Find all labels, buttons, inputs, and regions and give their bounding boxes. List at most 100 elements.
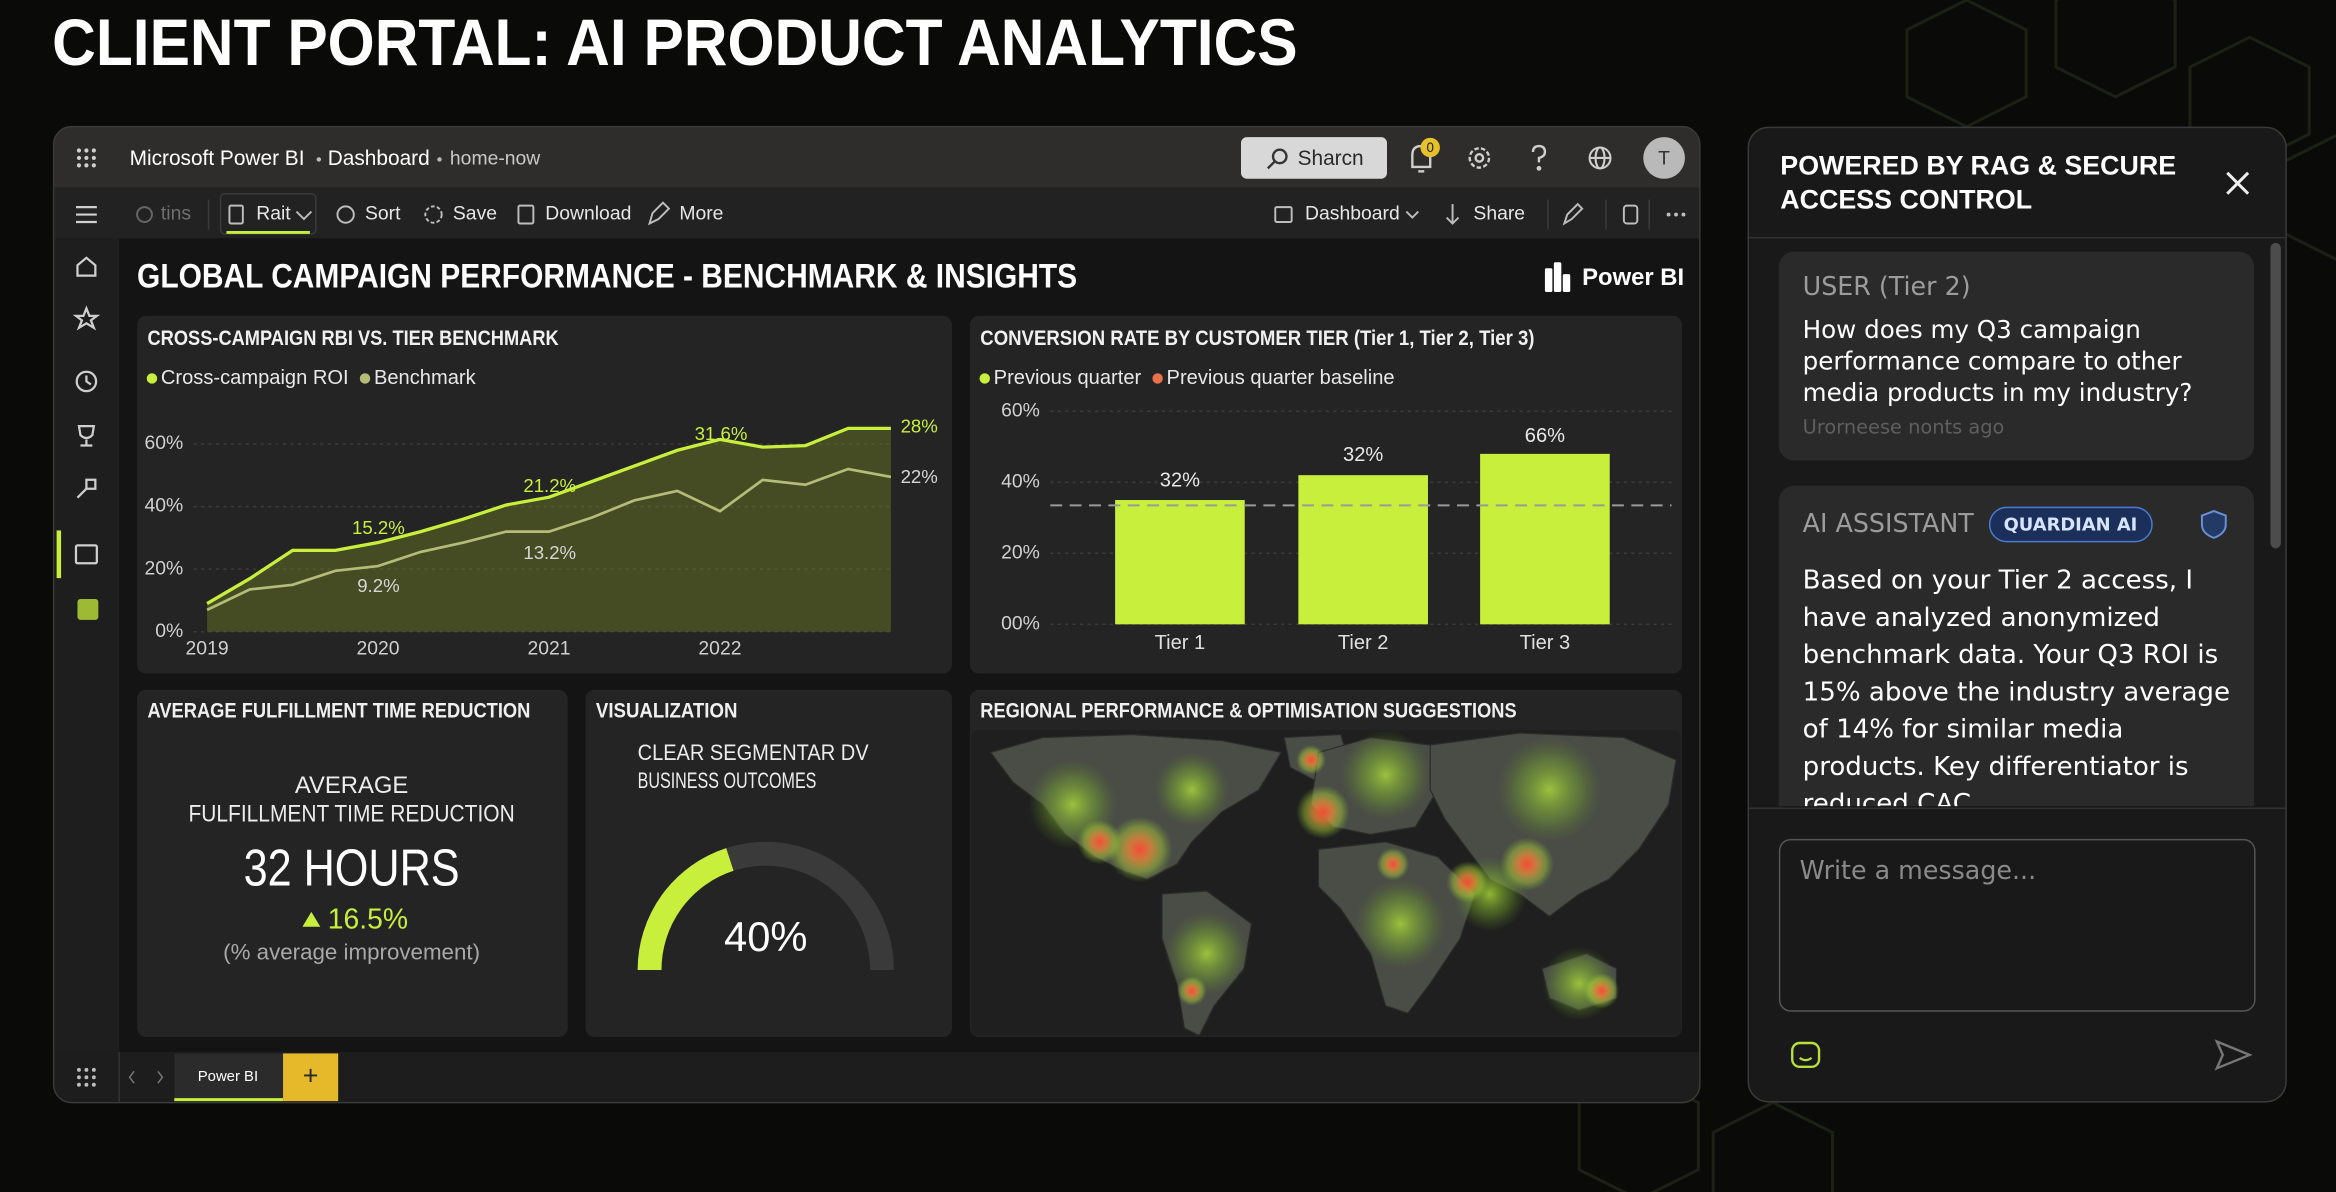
decoration xyxy=(136,206,153,223)
nav-icons[interactable] xyxy=(72,205,101,565)
decoration xyxy=(1274,206,1293,223)
card-title: REGIONAL PERFORMANCE & OPTIMISATION SUGG… xyxy=(980,700,1516,723)
decoration xyxy=(1027,730,1620,1021)
decoration xyxy=(77,425,96,447)
toolbar-item[interactable]: Save xyxy=(453,203,497,225)
decoration xyxy=(1553,262,1562,293)
annotation: 22% xyxy=(901,466,938,487)
help-icon[interactable] xyxy=(1531,144,1547,171)
nav-app-icon[interactable] xyxy=(77,598,99,620)
toolbar-item[interactable]: Download xyxy=(545,203,631,225)
search-box[interactable] xyxy=(1241,137,1388,179)
toolbar-item[interactable]: Rait xyxy=(256,203,291,225)
grid-icon[interactable] xyxy=(77,1067,96,1087)
decoration xyxy=(648,201,671,226)
decoration xyxy=(91,1067,96,1072)
divider xyxy=(1749,236,2286,239)
annotation: 31.6% xyxy=(695,423,748,444)
prev-page[interactable] xyxy=(128,1070,135,1084)
legend-marker xyxy=(1152,373,1163,384)
decoration xyxy=(1355,879,1446,969)
report-title: GLOBAL CAMPAIGN PERFORMANCE - BENCHMARK … xyxy=(137,258,1077,296)
kpi-value: 32 HOURS xyxy=(244,839,460,897)
decoration xyxy=(91,163,96,168)
decoration xyxy=(1445,204,1460,225)
card xyxy=(137,315,952,674)
x-tick-label: 2022 xyxy=(698,638,741,660)
toolbar-item[interactable]: Dashboard xyxy=(1305,203,1400,225)
decoration xyxy=(1497,737,1602,842)
decoration xyxy=(1536,165,1542,171)
decoration xyxy=(1583,972,1620,1009)
page-title: CLIENT PORTAL: AI PRODUCT ANALYTICS xyxy=(52,6,1297,79)
search-text: Sharcn xyxy=(1298,147,1364,170)
decoration xyxy=(1154,752,1230,827)
assistant-message: AI ASSISTANT QUARDIAN AI Based on your T… xyxy=(1778,485,2255,807)
emoji-button[interactable] xyxy=(1788,1037,1824,1073)
card-title: AVERAGE FULFILLMENT TIME REDUCTION xyxy=(147,700,530,723)
decoration xyxy=(1474,153,1485,163)
toolbar-item[interactable]: tins xyxy=(161,203,191,225)
app-launcher[interactable] xyxy=(76,148,96,168)
toolbar-item[interactable]: Sort xyxy=(365,203,401,225)
decoration xyxy=(228,204,244,225)
avatar-initial: T xyxy=(1658,148,1670,170)
legend-label: Cross-campaign ROI xyxy=(161,367,349,389)
decoration xyxy=(84,1067,89,1072)
search-icon xyxy=(1266,148,1288,170)
decoration xyxy=(1376,847,1410,881)
breadcrumb-separator xyxy=(316,157,322,162)
breadcrumb-separator xyxy=(437,157,442,162)
decoration xyxy=(91,1075,96,1080)
close-icon xyxy=(2226,171,2250,195)
decoration xyxy=(76,478,97,499)
decoration xyxy=(2054,0,2177,99)
area xyxy=(207,428,891,632)
y-tick-label: 60% xyxy=(144,432,183,454)
decoration xyxy=(1500,837,1554,892)
annotation: 32% xyxy=(1343,444,1383,466)
decoration xyxy=(1340,730,1431,820)
decoration xyxy=(1674,212,1678,217)
toolbar-item[interactable]: More xyxy=(679,203,723,225)
toolbar-item[interactable]: Share xyxy=(1473,203,1525,225)
y-tick-label: 20% xyxy=(1001,541,1040,563)
decoration xyxy=(85,375,92,386)
send-button[interactable] xyxy=(2214,1037,2253,1073)
settings-icon[interactable] xyxy=(1468,147,1491,169)
card-title: CROSS-CAMPAIGN RBI VS. TIER BENCHMARK xyxy=(147,327,558,350)
close-button[interactable] xyxy=(2223,168,2253,198)
page-tab[interactable] xyxy=(174,1053,284,1102)
annotation: 66% xyxy=(1525,425,1565,447)
avatar[interactable] xyxy=(1643,137,1685,179)
page-tab-label: Power BI xyxy=(198,1069,258,1085)
decoration xyxy=(84,155,89,161)
scrollbar[interactable] xyxy=(2270,242,2281,549)
decoration xyxy=(1405,210,1419,219)
decoration xyxy=(76,155,82,161)
message-input[interactable]: Write a message... xyxy=(1778,838,2256,1012)
shield-shape xyxy=(2200,510,2227,539)
y-tick-label: 60% xyxy=(1001,399,1040,421)
add-page-button[interactable] xyxy=(283,1053,339,1102)
input-placeholder: Write a message... xyxy=(1799,856,2037,887)
decoration xyxy=(75,370,98,393)
kpi-label: FULFILLMENT TIME REDUCTION xyxy=(188,800,514,827)
card-title: VISUALIZATION xyxy=(596,700,738,723)
trend-up-icon xyxy=(302,911,321,927)
next-page[interactable] xyxy=(157,1070,164,1084)
language-icon[interactable] xyxy=(1588,146,1612,170)
shield-icon xyxy=(2200,510,2227,539)
decoration xyxy=(1296,785,1350,839)
workspace-name[interactable]: home-now xyxy=(450,148,541,170)
annotation: 32% xyxy=(1160,470,1200,492)
legend-label: Benchmark xyxy=(374,367,477,389)
annotation: 13.2% xyxy=(523,542,576,563)
annotation: 9.2% xyxy=(357,575,399,596)
decoration xyxy=(1562,202,1584,226)
annotation: 28% xyxy=(901,416,938,437)
window-border xyxy=(52,125,1701,1104)
more-options[interactable] xyxy=(1666,212,1686,217)
breadcrumb[interactable]: Dashboard xyxy=(328,147,430,170)
